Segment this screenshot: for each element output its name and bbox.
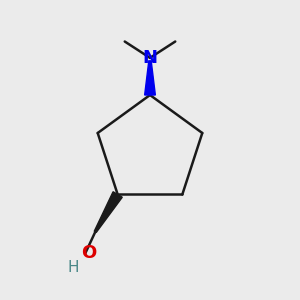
Text: O: O [81, 244, 96, 262]
Text: H: H [67, 260, 79, 275]
Text: N: N [142, 50, 158, 68]
Polygon shape [145, 61, 155, 95]
Polygon shape [94, 192, 122, 232]
